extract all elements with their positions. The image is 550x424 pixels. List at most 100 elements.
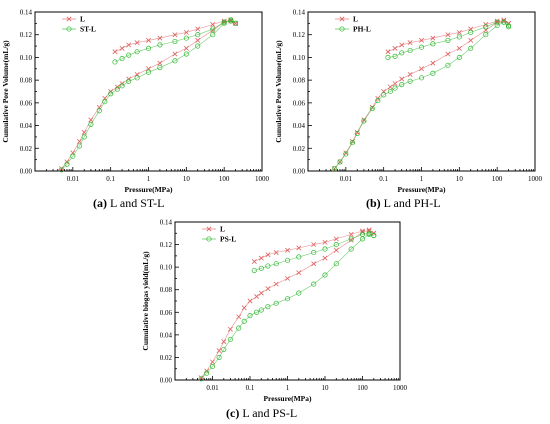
data-point [58, 166, 64, 172]
data-point [392, 53, 398, 59]
data-point [210, 26, 216, 32]
data-point [70, 153, 76, 159]
data-point [195, 43, 201, 49]
data-point [375, 98, 381, 104]
legend-label: L [353, 15, 358, 24]
data-point [296, 245, 302, 251]
x-tick-label: 10 [322, 384, 330, 392]
data-point [392, 45, 398, 51]
data-point [483, 24, 489, 30]
y-tick-label: 0.02 [293, 145, 306, 153]
data-point [88, 121, 94, 127]
data-point [126, 42, 132, 48]
data-point [349, 140, 356, 146]
data-point [322, 239, 328, 245]
data-point [172, 38, 178, 45]
legend-label: L [80, 15, 85, 24]
data-point [322, 272, 328, 278]
legend-marker [206, 226, 212, 232]
data-point [311, 249, 317, 256]
data-point [157, 42, 163, 48]
x-tick-label: 0.1 [379, 175, 388, 183]
data-point [311, 261, 317, 267]
data-point [501, 18, 507, 24]
data-point [236, 314, 242, 320]
series-line [334, 19, 509, 169]
data-point [468, 37, 474, 43]
data-point [430, 41, 436, 47]
data-point [348, 231, 354, 237]
data-point [381, 92, 387, 98]
x-tick-label: 1 [286, 384, 290, 392]
x-tick-label: 1000 [528, 175, 543, 183]
data-point [145, 69, 152, 75]
data-point [126, 78, 132, 84]
data-point [145, 45, 152, 51]
data-point [102, 99, 108, 105]
data-point [195, 26, 201, 32]
data-point [456, 45, 462, 51]
series-line [61, 19, 236, 169]
series-L [198, 227, 377, 381]
data-point [157, 65, 163, 71]
legend: LPS-L [202, 225, 236, 244]
x-axis-label: Pressure(MPa) [263, 394, 312, 403]
x-tick-label: 0.01 [206, 384, 219, 392]
data-point [236, 325, 242, 331]
data-point [430, 35, 436, 41]
data-point [119, 45, 125, 51]
y-tick-label: 0.10 [160, 264, 173, 272]
data-point [418, 75, 425, 81]
data-point [419, 37, 424, 43]
y-tick-label: 0.12 [20, 31, 33, 39]
data-point [112, 49, 118, 55]
data-point [322, 246, 328, 252]
x-tick-label: 0.01 [340, 175, 353, 183]
chart-panel-3: 0.01 0.1 1 10 100 1000 0.00 0.02 0.04 0.06 0.08 0.1… [141, 219, 408, 404]
x-tick-label: 100 [219, 175, 230, 183]
data-point [385, 54, 391, 60]
data-point [247, 298, 253, 304]
legend-marker [339, 26, 345, 32]
data-point [333, 261, 339, 267]
data-point [64, 161, 70, 167]
data-point [228, 18, 234, 24]
y-tick-label: 0.02 [160, 354, 173, 362]
legend-label: ST-L [80, 25, 96, 34]
data-point [385, 49, 391, 55]
chart-panel-2: 0.01 0.1 1 10 100 1000 0.00 0.02 0.04 0.06 0.08 0.1… [274, 9, 543, 195]
data-point [247, 313, 253, 319]
data-point [198, 376, 204, 382]
data-point [284, 257, 291, 263]
legend: LPH-L [335, 15, 371, 34]
x-tick-label: 0.01 [67, 175, 80, 183]
data-point [359, 231, 366, 237]
data-point [119, 56, 125, 62]
data-point [273, 281, 279, 287]
caption-c-letter: (c) [226, 406, 240, 420]
data-point [445, 32, 451, 38]
data-point [210, 27, 216, 33]
data-point [387, 88, 393, 95]
data-point [354, 130, 360, 137]
data-point [251, 267, 257, 274]
data-point [445, 62, 451, 68]
y-tick-label: 0.04 [20, 122, 33, 130]
data-point [265, 252, 271, 258]
data-point [209, 363, 216, 370]
data-point [456, 34, 462, 40]
legend-label: L [220, 225, 225, 234]
data-point [296, 290, 302, 296]
data-point [265, 304, 271, 310]
data-point [494, 19, 500, 25]
data-point [494, 23, 500, 29]
data-point [445, 37, 451, 43]
data-point [392, 81, 398, 87]
x-tick-label: 0.1 [106, 175, 115, 183]
data-point [468, 45, 474, 51]
data-point [407, 48, 413, 54]
data-point [254, 309, 260, 315]
data-point [258, 290, 264, 296]
data-point [195, 32, 201, 38]
data-point [227, 326, 233, 332]
